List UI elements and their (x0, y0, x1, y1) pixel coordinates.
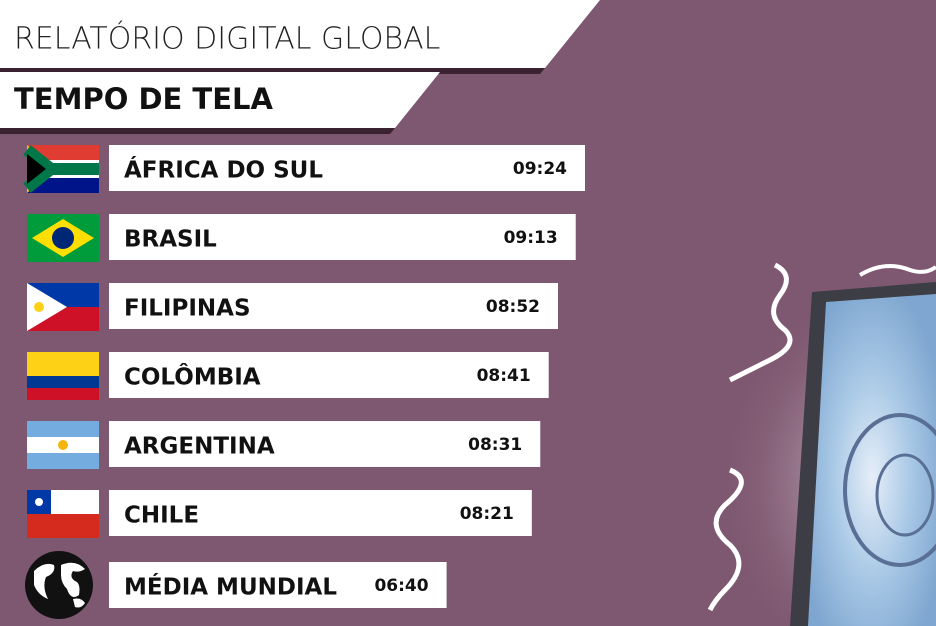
flag-brazil (27, 214, 99, 262)
category-label: FILIPINAS (124, 296, 251, 322)
value-label: 08:52 (486, 297, 540, 317)
chart-subtitle: TEMPO DE TELA (14, 82, 274, 116)
bar (109, 562, 447, 608)
value-label: 08:31 (468, 435, 522, 455)
bar (109, 214, 576, 260)
bar (109, 421, 541, 467)
title-band (0, 0, 600, 68)
category-label: BRASIL (124, 227, 217, 253)
category-label: ARGENTINA (124, 434, 275, 460)
phone-illustration (707, 262, 936, 626)
value-label: 06:40 (374, 576, 428, 596)
flag-chile (27, 490, 99, 538)
subtitle-stripe (0, 128, 395, 134)
globe-icon (25, 551, 93, 619)
category-label: ÁFRICA DO SUL (124, 156, 323, 184)
bar (109, 283, 558, 329)
flag-colombia (27, 352, 99, 400)
flag-philippines (27, 283, 99, 331)
category-label: COLÔMBIA (124, 363, 261, 391)
value-label: 08:21 (460, 504, 514, 524)
category-label: MÉDIA MUNDIAL (124, 573, 337, 601)
bar (109, 352, 549, 398)
category-label: CHILE (124, 503, 199, 529)
bar (109, 490, 532, 536)
chart-title: RELATÓRIO DIGITAL GLOBAL (14, 20, 440, 57)
flag-south-africa (23, 145, 99, 193)
value-label: 08:41 (477, 366, 531, 386)
bar (109, 145, 585, 191)
subtitle-band (0, 72, 440, 128)
value-label: 09:24 (513, 159, 567, 179)
flag-argentina (27, 421, 99, 469)
value-label: 09:13 (504, 228, 558, 248)
